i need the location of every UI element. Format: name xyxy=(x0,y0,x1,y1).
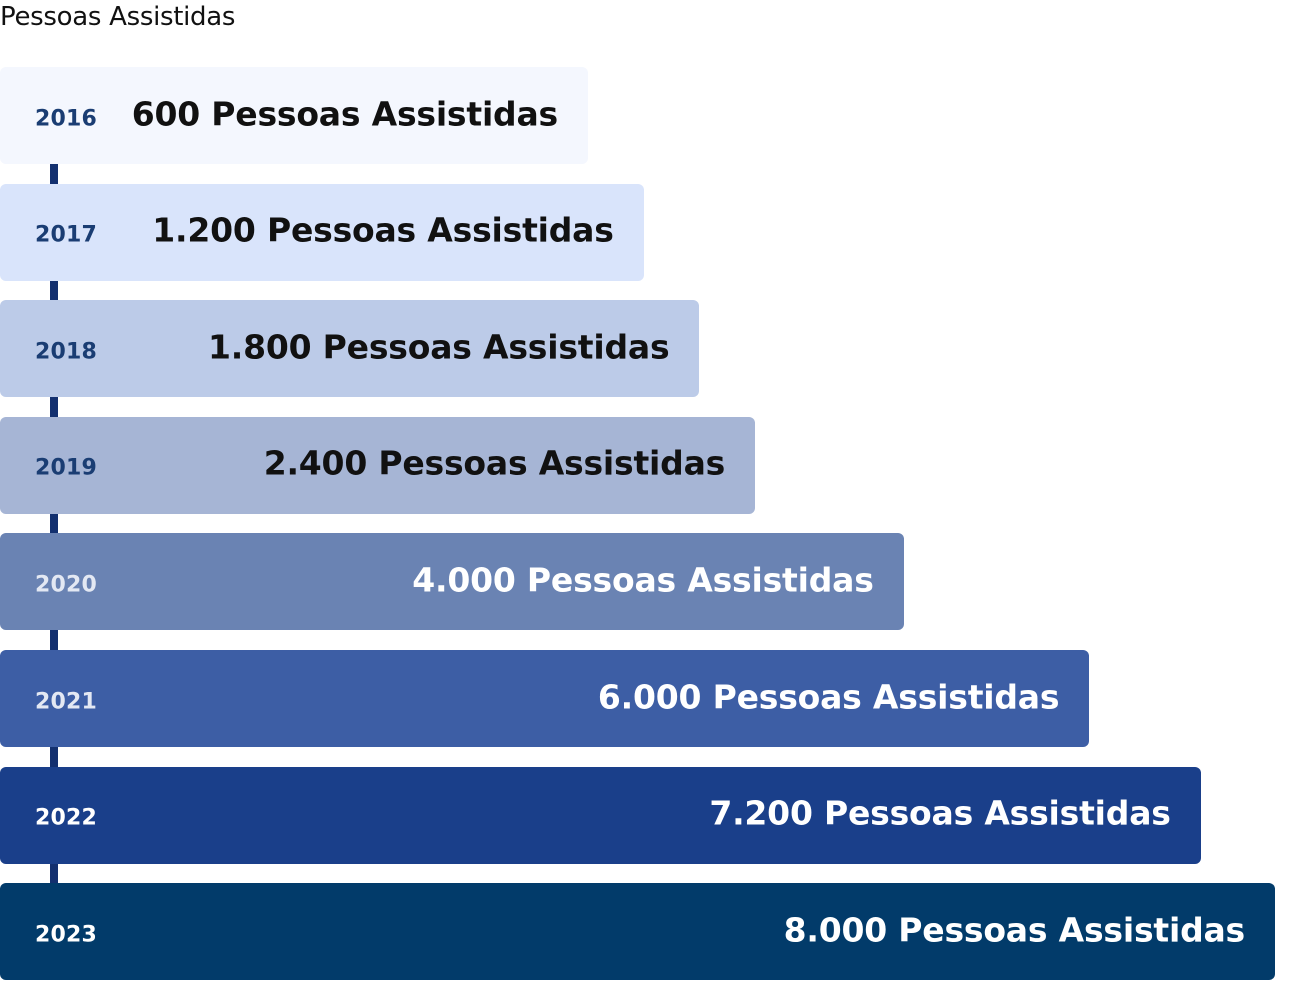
bar-2022 xyxy=(0,766,1201,864)
timeline-connector xyxy=(50,745,58,769)
bar-2021 xyxy=(0,650,1090,747)
bar-2017 xyxy=(0,183,644,281)
timeline-connector xyxy=(50,861,58,886)
value-label: 6.000 Pessoas Assistidas xyxy=(597,677,1060,716)
timeline-connector xyxy=(50,511,58,536)
value-label: 1.200 Pessoas Assistidas xyxy=(152,210,614,250)
bar-2016 xyxy=(0,67,588,164)
bar-2019 xyxy=(0,416,756,514)
bar-2020 xyxy=(0,533,904,631)
value-label: 7.200 Pessoas Assistidas xyxy=(709,793,1171,833)
timeline-connector xyxy=(50,278,58,303)
year-label: 2022 xyxy=(35,805,98,831)
year-label: 2019 xyxy=(35,455,98,481)
value-label: 8.000 Pessoas Assistidas xyxy=(783,910,1246,950)
year-label: 2023 xyxy=(35,922,98,948)
year-label: 2017 xyxy=(35,222,98,248)
year-label: 2016 xyxy=(35,106,98,131)
value-label: 4.000 Pessoas Assistidas xyxy=(412,560,874,600)
timeline-connector xyxy=(50,162,58,186)
value-label: 2.400 Pessoas Assistidas xyxy=(263,443,726,483)
bar-2018 xyxy=(0,300,700,398)
year-label: 2020 xyxy=(35,572,98,598)
chart-title: Pessoas Assistidas xyxy=(0,2,236,32)
year-label: 2021 xyxy=(35,689,98,714)
timeline-connector xyxy=(50,628,58,652)
value-label: 1.800 Pessoas Assistidas xyxy=(208,327,670,367)
timeline-connector xyxy=(50,395,58,419)
year-label: 2018 xyxy=(35,339,98,365)
value-label: 600 Pessoas Assistidas xyxy=(131,94,558,133)
bar-2023 xyxy=(0,883,1275,981)
